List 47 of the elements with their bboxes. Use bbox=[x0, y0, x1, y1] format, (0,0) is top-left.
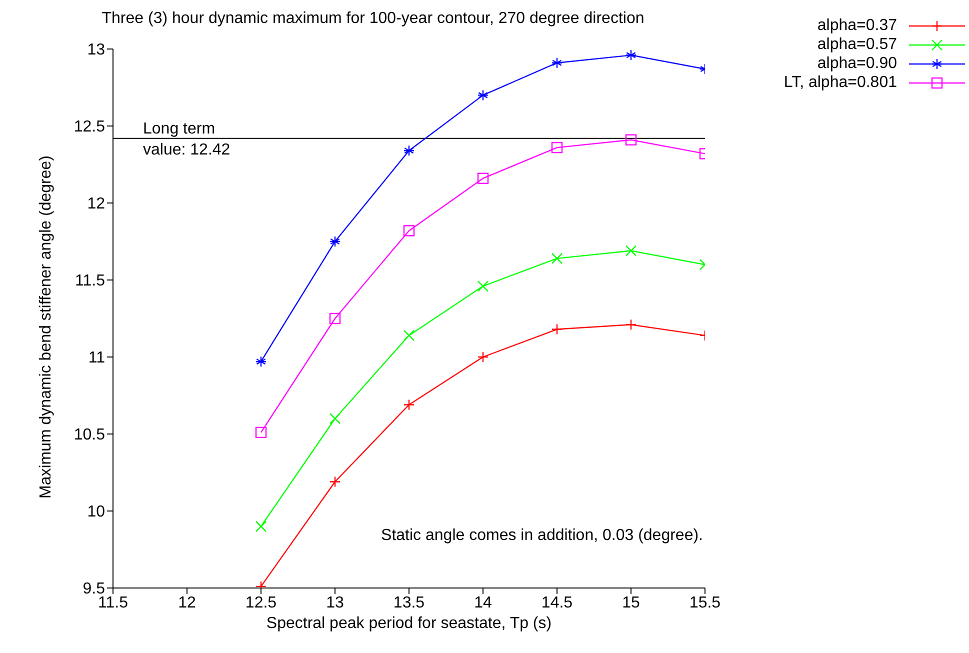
point bbox=[477, 172, 489, 184]
annotation: Static angle comes in addition, 0.03 (degree). bbox=[381, 527, 703, 544]
x-tick-label: 15 bbox=[622, 594, 640, 612]
x-tick-label: 14 bbox=[474, 594, 492, 612]
point bbox=[403, 330, 415, 342]
point bbox=[477, 280, 489, 292]
legend-label: LT, alpha=0.801 bbox=[784, 74, 897, 92]
point bbox=[403, 225, 415, 236]
point bbox=[551, 324, 563, 335]
point bbox=[551, 252, 563, 264]
x-tick-label: 12 bbox=[178, 594, 196, 612]
y-tick-label: 12 bbox=[87, 196, 106, 213]
point bbox=[551, 142, 563, 154]
point bbox=[625, 245, 637, 256]
y-tick-label: 13 bbox=[87, 42, 106, 59]
point bbox=[255, 356, 267, 368]
point bbox=[329, 312, 341, 324]
point bbox=[329, 476, 341, 488]
x-tick-label: 13.5 bbox=[393, 594, 425, 612]
x-tick-label: 13 bbox=[326, 594, 344, 612]
legend-label: alpha=0.37 bbox=[817, 16, 897, 34]
point bbox=[551, 57, 563, 68]
chart-title: Three (3) hour dynamic maximum for 100-year contour, 270 degree direction bbox=[100, 10, 646, 28]
legend-label: alpha=0.90 bbox=[817, 54, 897, 72]
y-tick-label: 10.5 bbox=[74, 426, 106, 444]
y-tick-label: 10 bbox=[87, 504, 106, 521]
point bbox=[477, 351, 489, 363]
point bbox=[255, 520, 267, 532]
y-axis-title: Maximum dynamic bend stiffener angle (degree) bbox=[38, 156, 55, 498]
ref-line-label: Long term value: 12.42 bbox=[143, 120, 230, 158]
x-axis-title: Spectral peak period for seastate, Tp (s) bbox=[266, 615, 552, 632]
point bbox=[625, 319, 637, 330]
y-tick-label: 11.5 bbox=[75, 272, 106, 290]
point bbox=[625, 134, 637, 146]
y-tick-label: 11 bbox=[88, 350, 106, 367]
point bbox=[255, 426, 267, 438]
point bbox=[625, 50, 637, 61]
x-tick-label: 14.5 bbox=[541, 594, 573, 612]
legend-label: alpha=0.57 bbox=[817, 36, 897, 54]
point bbox=[329, 236, 341, 248]
point bbox=[477, 90, 489, 101]
x-tick-label: 12.5 bbox=[245, 594, 277, 612]
point bbox=[403, 145, 415, 156]
x-tick-label: 15.5 bbox=[689, 594, 721, 612]
point bbox=[403, 399, 415, 410]
point bbox=[329, 413, 341, 424]
y-tick-label: 12.5 bbox=[74, 118, 106, 136]
